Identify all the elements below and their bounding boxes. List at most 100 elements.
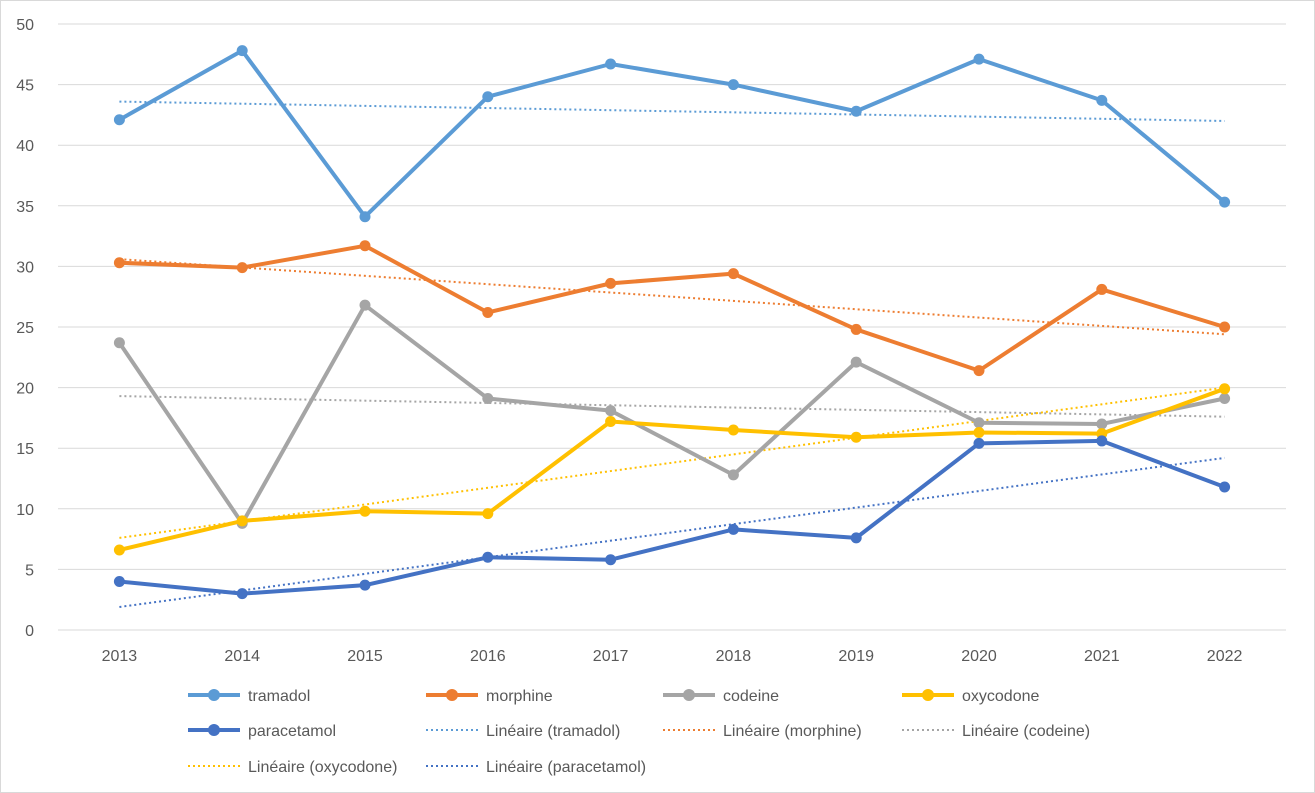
data-point — [1096, 418, 1108, 430]
legend-swatch-marker — [922, 689, 934, 701]
data-point — [1219, 321, 1231, 333]
x-tick-label: 2022 — [1207, 648, 1243, 665]
data-point — [973, 437, 985, 449]
data-point — [973, 53, 985, 65]
data-point — [236, 45, 248, 57]
data-point — [1219, 393, 1231, 405]
y-tick-label: 5 — [25, 562, 34, 579]
trendline — [119, 100, 1225, 122]
data-point — [605, 58, 617, 70]
data-point — [727, 523, 739, 535]
y-tick-label: 10 — [16, 502, 34, 519]
data-point — [605, 554, 617, 566]
data-point — [850, 356, 862, 368]
x-tick-label: 2017 — [593, 648, 629, 665]
legend-swatch-marker — [446, 689, 458, 701]
legend-label: Linéaire (oxycodone) — [248, 759, 397, 776]
legend-swatch-marker — [208, 689, 220, 701]
legend-label: codeine — [723, 688, 779, 705]
data-point — [482, 306, 494, 318]
legend-label: Linéaire (codeine) — [962, 723, 1090, 740]
y-tick-label: 50 — [16, 17, 34, 34]
data-point — [1219, 196, 1231, 208]
data-point — [482, 551, 494, 563]
data-point — [850, 431, 862, 443]
x-tick-label: 2020 — [961, 648, 997, 665]
data-point — [1096, 94, 1108, 106]
data-point — [973, 417, 985, 429]
trendline — [119, 386, 1225, 539]
series-line — [117, 243, 1227, 373]
legend-swatch-marker — [208, 724, 220, 736]
data-point — [482, 508, 494, 520]
data-point — [727, 424, 739, 436]
data-point — [359, 240, 371, 252]
data-point — [1219, 383, 1231, 395]
series-line — [117, 438, 1227, 596]
data-point — [113, 257, 125, 269]
legend: tramadol morphine codeine oxycodone paraceta… — [188, 688, 1090, 776]
series-line — [117, 303, 1227, 526]
legend-label: oxycodone — [962, 688, 1039, 705]
legend-label: Linéaire (tramadol) — [486, 723, 620, 740]
data-point — [727, 469, 739, 481]
x-tick-label: 2018 — [716, 648, 752, 665]
data-point — [850, 532, 862, 544]
data-point — [359, 211, 371, 223]
data-point — [113, 576, 125, 588]
legend-label: paracetamol — [248, 723, 336, 740]
y-tick-label: 0 — [25, 623, 34, 640]
data-point — [850, 105, 862, 117]
data-point — [113, 114, 125, 126]
trendline — [119, 395, 1225, 418]
trendlines — [119, 100, 1225, 608]
data-point — [359, 299, 371, 311]
series-line — [117, 386, 1227, 553]
legend-label: tramadol — [248, 688, 310, 705]
data-point — [1096, 283, 1108, 295]
trendline — [119, 456, 1225, 608]
x-tick-label: 2021 — [1084, 648, 1120, 665]
y-tick-label: 45 — [16, 78, 34, 95]
data-point — [727, 268, 739, 280]
data-point — [236, 262, 248, 274]
trendline — [119, 258, 1225, 336]
x-tick-label: 2016 — [470, 648, 506, 665]
series-lines — [113, 45, 1231, 600]
data-point — [973, 426, 985, 438]
gridlines — [58, 23, 1286, 631]
data-point — [1219, 481, 1231, 493]
y-axis: 0 5 10 15 20 25 30 35 40 45 50 — [16, 17, 34, 640]
data-point — [359, 579, 371, 591]
data-point — [113, 337, 125, 349]
x-tick-label: 2015 — [347, 648, 383, 665]
data-point — [605, 416, 617, 428]
data-point — [850, 323, 862, 335]
data-point — [236, 515, 248, 527]
y-tick-label: 35 — [16, 199, 34, 216]
y-tick-label: 20 — [16, 381, 34, 398]
x-tick-label: 2013 — [102, 648, 138, 665]
y-tick-label: 40 — [16, 138, 34, 155]
data-point — [113, 544, 125, 556]
y-tick-label: 30 — [16, 259, 34, 276]
y-tick-label: 15 — [16, 441, 34, 458]
legend-swatch-marker — [683, 689, 695, 701]
data-point — [482, 91, 494, 103]
legend-label: Linéaire (morphine) — [723, 723, 862, 740]
legend-label: Linéaire (paracetamol) — [486, 759, 646, 776]
data-point — [605, 405, 617, 417]
data-point — [359, 505, 371, 517]
data-point — [727, 79, 739, 91]
data-point — [973, 365, 985, 377]
data-point — [482, 393, 494, 405]
data-point — [605, 277, 617, 289]
series-line — [117, 48, 1227, 219]
data-point — [1096, 435, 1108, 447]
legend-label: morphine — [486, 688, 553, 705]
data-point — [236, 588, 248, 600]
y-tick-label: 25 — [16, 320, 34, 337]
x-axis: 2013 2014 2015 2016 2017 2018 2019 2020 2021 2022 — [102, 648, 1243, 665]
x-tick-label: 2014 — [224, 648, 260, 665]
